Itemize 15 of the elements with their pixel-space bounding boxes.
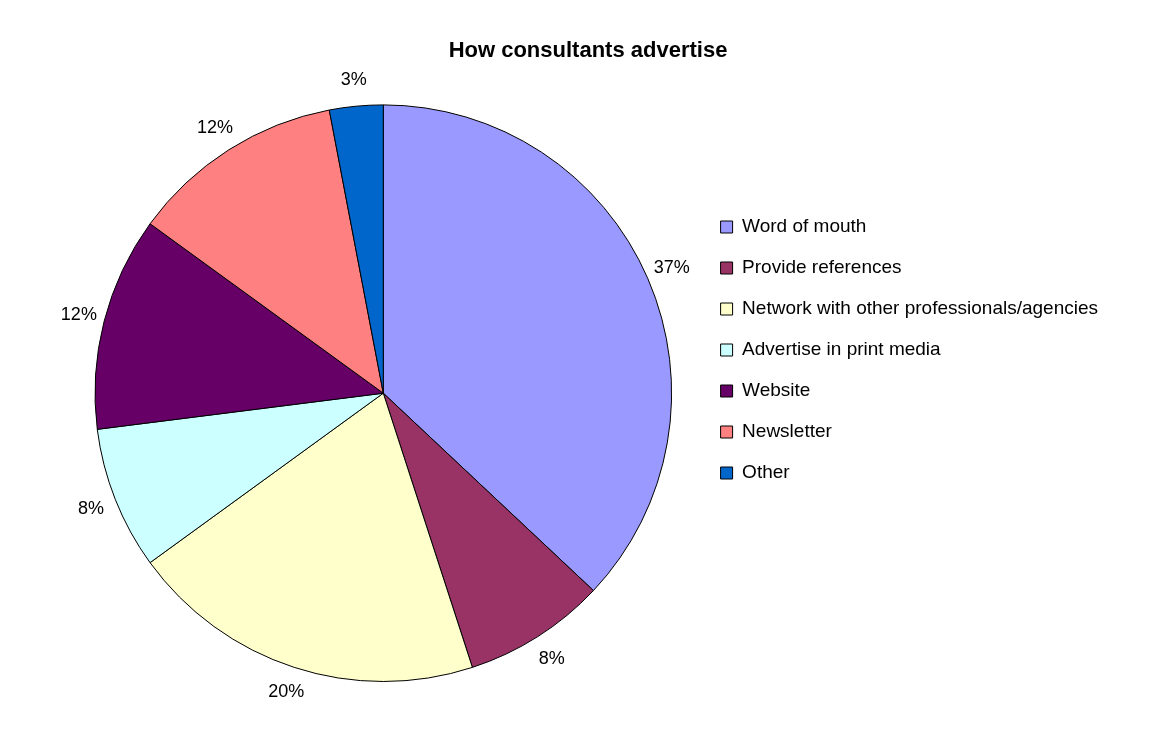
legend-label: Other — [742, 461, 791, 483]
data-label: 3% — [340, 69, 367, 90]
legend-label: Network with other professionals/agencies — [742, 297, 1099, 319]
legend-label: Word of mouth — [742, 215, 867, 237]
data-label: 12% — [196, 116, 233, 137]
legend-label: Newsletter — [742, 420, 833, 442]
legend-label: Website — [742, 379, 811, 401]
legend-label: Provide references — [742, 256, 902, 278]
chart-title: How consultants advertise — [448, 37, 728, 63]
legend-label: Advertise in print media — [742, 338, 942, 360]
data-label: 37% — [653, 257, 690, 278]
data-label: 20% — [268, 681, 305, 702]
data-label: 8% — [78, 497, 105, 518]
data-label: 12% — [60, 304, 97, 325]
data-label: 8% — [538, 647, 565, 668]
